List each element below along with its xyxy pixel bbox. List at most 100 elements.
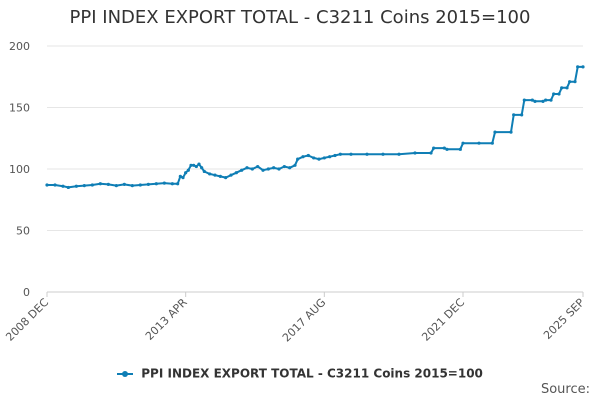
series-point[interactable] [229,173,233,177]
series-point[interactable] [432,146,436,150]
series-point[interactable] [245,166,249,170]
chart-title: PPI INDEX EXPORT TOTAL - C3211 Coins 201… [69,7,531,28]
x-tick-label: 2021 DEC [419,296,467,344]
series-point[interactable] [256,164,260,169]
series-point[interactable] [301,155,305,159]
series-point[interactable] [170,182,174,186]
series-point[interactable] [512,113,516,117]
series-point[interactable] [106,182,110,186]
series-point[interactable] [178,174,182,178]
series-point[interactable] [568,80,572,84]
series-point[interactable] [581,65,585,69]
series-point[interactable] [552,92,556,96]
series-point[interactable] [272,166,276,170]
series-point[interactable] [296,157,300,161]
series-point[interactable] [445,147,449,151]
series-point[interactable] [45,183,49,187]
series-point[interactable] [234,171,238,175]
series-point[interactable] [397,152,401,156]
series-point[interactable] [98,182,102,186]
series-point[interactable] [530,98,534,102]
series-point[interactable] [181,176,185,180]
y-tick-label: 100 [9,163,30,176]
series-point[interactable] [184,171,188,175]
series-point[interactable] [306,153,310,158]
series-point[interactable] [266,167,270,171]
series-point[interactable] [194,164,198,169]
series-point[interactable] [312,156,316,160]
series-point[interactable] [338,152,342,156]
series-point[interactable] [322,156,326,160]
series-point[interactable] [560,86,564,90]
y-tick-label: 200 [9,40,30,53]
series-point[interactable] [200,166,204,170]
source-label: Source: [540,382,590,397]
series-point[interactable] [458,147,462,151]
series-point[interactable] [122,182,126,186]
series-point[interactable] [114,184,118,188]
series-point[interactable] [138,183,142,187]
series-point[interactable] [189,163,193,167]
series-point[interactable] [146,182,150,186]
series-point[interactable] [90,183,94,187]
series-point[interactable] [541,99,545,103]
series-point[interactable] [549,98,553,102]
legend[interactable]: PPI INDEX EXPORT TOTAL - C3211 Coins 201… [0,366,600,381]
series-point[interactable] [53,183,57,187]
series-point[interactable] [288,166,292,170]
series-point[interactable] [544,98,548,102]
series-point[interactable] [533,99,537,103]
series-point[interactable] [74,184,78,188]
series-point[interactable] [130,184,134,188]
series-point[interactable] [250,167,254,171]
series-point[interactable] [477,141,481,145]
series-point[interactable] [365,152,369,156]
series-point[interactable] [461,141,465,145]
series-point[interactable] [493,130,497,134]
series-point[interactable] [61,184,65,188]
series-point[interactable] [213,173,217,177]
grid-lines [47,45,583,231]
series-point[interactable] [429,151,433,155]
y-tick-label: 50 [16,225,30,238]
series-point[interactable] [520,113,524,117]
x-tick-label: 2017 AUG [280,296,329,345]
series-point[interactable] [82,184,86,188]
series-point[interactable] [333,153,337,158]
series-point[interactable] [442,146,446,150]
series-point[interactable] [317,157,321,161]
series-point[interactable] [509,130,513,134]
series-point[interactable] [293,163,297,167]
series-point[interactable] [197,162,201,166]
series-point[interactable] [162,181,166,185]
series-point[interactable] [573,80,577,84]
x-tick-labels: 2008 DEC 2013 APR 2017 AUG 2021 DEC 2025 SEP [3,296,587,345]
series-point[interactable] [328,155,332,159]
x-tick-label: 2013 APR [143,296,190,343]
series-point[interactable] [186,168,190,172]
series-point[interactable] [176,182,180,186]
series-point[interactable] [66,185,70,190]
series-point[interactable] [277,167,281,171]
axes [46,291,584,297]
series-point[interactable] [522,98,526,102]
series-point[interactable] [154,182,158,186]
series-point[interactable] [490,141,494,145]
series-point[interactable] [202,169,206,174]
series-point[interactable] [576,65,580,69]
legend-swatch-icon [117,369,134,379]
series-point[interactable] [192,163,196,167]
series-point[interactable] [208,172,212,176]
series-point[interactable] [413,151,417,155]
series-point[interactable] [261,168,265,172]
series-point[interactable] [557,92,561,96]
series-point[interactable] [381,152,385,156]
series-point[interactable] [349,152,353,156]
y-tick-label: 150 [9,102,30,115]
series-point[interactable] [224,176,228,180]
series-point[interactable] [218,174,222,178]
series-point[interactable] [240,168,244,172]
series-point[interactable] [565,86,569,90]
series-point[interactable] [282,164,286,169]
